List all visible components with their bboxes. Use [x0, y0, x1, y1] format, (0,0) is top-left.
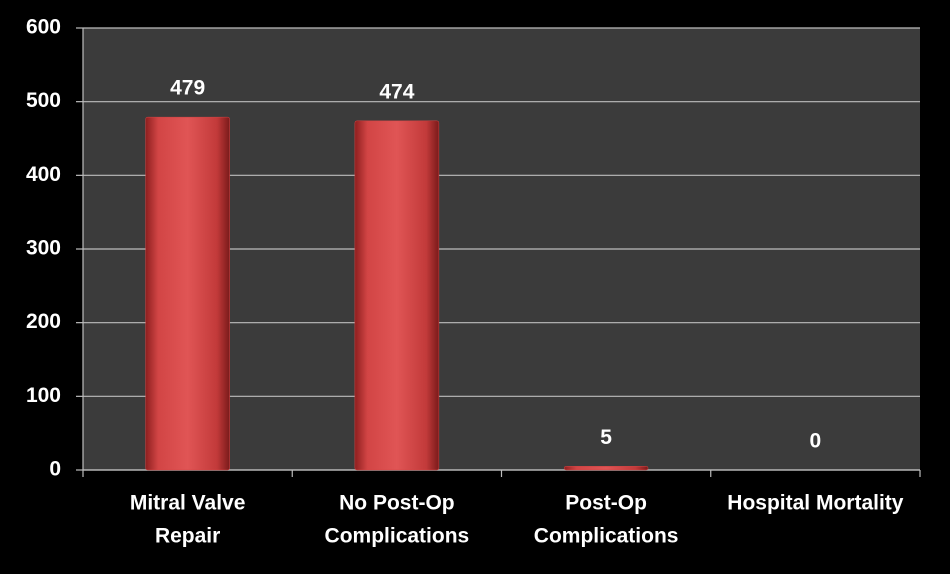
bar [563, 466, 649, 471]
bar [145, 116, 230, 471]
x-tick-label: Hospital Mortality [727, 492, 904, 515]
x-tick-label: Mitral Valve [130, 492, 246, 515]
x-tick-label: Complications [325, 525, 470, 548]
value-label: 5 [600, 426, 612, 449]
x-tick-label: Post-Op [565, 492, 647, 515]
value-label: 0 [810, 430, 822, 453]
y-tick-label: 200 [26, 310, 61, 333]
y-tick-label: 300 [26, 237, 61, 260]
x-tick-label: No Post-Op [339, 492, 455, 515]
y-tick-label: 600 [26, 16, 61, 39]
y-tick-label: 0 [49, 458, 61, 481]
bar [354, 120, 440, 471]
x-tick-label: Complications [534, 525, 679, 548]
y-tick-label: 500 [26, 89, 61, 112]
value-label: 479 [170, 77, 205, 100]
value-label: 474 [379, 80, 414, 103]
y-tick-label: 100 [26, 384, 61, 407]
y-tick-label: 400 [26, 163, 61, 186]
x-tick-label: Repair [155, 525, 220, 548]
